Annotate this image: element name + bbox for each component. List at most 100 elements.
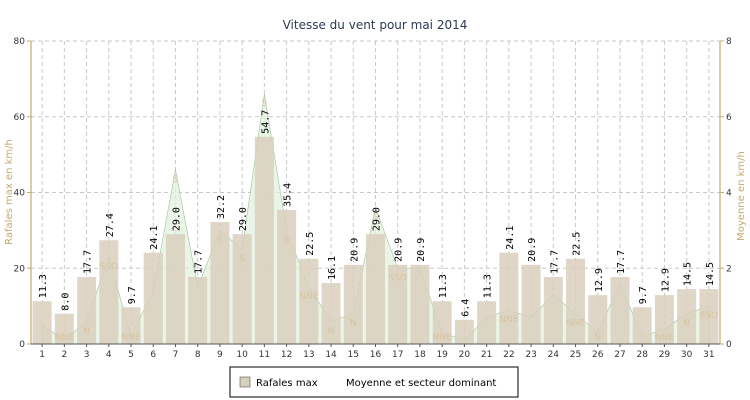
x-tick-label: 29 — [659, 350, 671, 360]
gust-bar — [188, 276, 208, 344]
y2-tick-label: 4 — [726, 189, 732, 199]
sector-label: NNE — [55, 333, 74, 343]
x-tick-label: 23 — [525, 350, 536, 360]
y2-tick-label: 2 — [726, 264, 732, 274]
x-tick-label: 17 — [392, 350, 403, 360]
bar-value-label: 14.5 — [683, 262, 694, 286]
sector-label: S — [373, 213, 379, 223]
sector-label: N — [594, 333, 601, 343]
gust-bar — [588, 295, 608, 344]
sector-label: S — [173, 175, 179, 185]
y-tick-label: 40 — [14, 189, 26, 199]
sector-label: N — [683, 319, 690, 329]
legend-box — [229, 366, 519, 398]
bar-value-label: 17.7 — [616, 250, 627, 274]
x-tick-label: 4 — [106, 350, 112, 360]
dominant-sectors: NNE N SSO NNE S S S S S NNE N N S SSO NNE NNE NNE N NNE N SS… — [55, 99, 718, 343]
average-wind-area — [41, 93, 710, 345]
gust-bar — [499, 252, 519, 344]
sector-label: N — [83, 326, 90, 336]
gust-bar — [321, 283, 341, 344]
legend-swatch-gusts — [239, 376, 251, 388]
gust-bar — [543, 276, 563, 344]
y-tick-label: 20 — [14, 264, 26, 274]
x-tick-label: 25 — [570, 350, 581, 360]
gust-bar — [477, 301, 497, 344]
x-tick-label: 19 — [436, 350, 448, 360]
sector-label: SSO — [388, 273, 407, 283]
gust-bar — [77, 276, 97, 344]
sector-label: NNE — [121, 333, 140, 343]
sector-label: S — [217, 235, 223, 245]
bar-value-label: 9.7 — [127, 286, 138, 304]
x-tick-label: 18 — [414, 350, 426, 360]
bar-value-label: 54.7 — [260, 110, 271, 134]
bar-value-label: 12.9 — [594, 268, 605, 292]
x-tick-label: 31 — [703, 350, 714, 360]
gust-bar — [610, 276, 630, 344]
x-tick-label: 5 — [128, 350, 134, 360]
bar-value-label: 14.5 — [705, 262, 716, 286]
gust-bar — [210, 222, 230, 344]
bar-value-label: 17.7 — [194, 250, 205, 274]
bar-value-label: 20.9 — [527, 238, 538, 262]
bar-value-label: 29.0 — [171, 207, 182, 231]
bar-value-label: 11.3 — [483, 274, 494, 298]
bar-value-label: 20.9 — [416, 238, 427, 262]
average-area — [41, 93, 710, 345]
bar-value-label: 27.4 — [105, 213, 116, 237]
gust-bar — [454, 319, 474, 344]
y2-tick-label: 6 — [726, 113, 732, 123]
gust-bar — [277, 209, 297, 344]
x-tick-label: 9 — [217, 350, 223, 360]
gust-bar — [121, 307, 141, 344]
x-axis-ticks: 1 2 3 4 5 6 7 8 9 10 11 12 13 14 15 16 17 18 19 20 21 22 23 24 2… — [39, 344, 715, 360]
bar-value-label: 17.7 — [549, 250, 560, 274]
x-tick-label: 3 — [84, 350, 90, 360]
legend-label-average: Moyenne et secteur dominant — [346, 378, 496, 389]
bar-value-label: 29.0 — [372, 207, 383, 231]
x-tick-label: 24 — [548, 350, 560, 360]
sector-label: SSO — [100, 262, 119, 272]
sector-label: S — [262, 99, 268, 109]
bar-value-label: 24.1 — [149, 226, 160, 250]
bar-value-label: 9.7 — [638, 286, 649, 304]
x-tick-label: 21 — [481, 350, 492, 360]
y-tick-label: 60 — [14, 113, 26, 123]
gust-bar — [654, 295, 674, 344]
bar-value-label: 16.1 — [327, 256, 338, 280]
gust-bar — [165, 234, 185, 344]
x-tick-label: 12 — [281, 350, 292, 360]
x-tick-label: 15 — [348, 350, 359, 360]
gust-bar — [366, 234, 385, 344]
bar-value-label: 35.4 — [283, 183, 294, 207]
bar-value-label: 11.3 — [38, 274, 49, 298]
x-tick-label: 22 — [503, 350, 514, 360]
bar-value-label: 17.7 — [83, 250, 94, 274]
x-tick-label: 7 — [173, 350, 179, 360]
gust-bar — [432, 301, 452, 344]
gust-bar — [254, 136, 274, 344]
gust-bar — [143, 252, 163, 344]
gust-bar — [388, 264, 408, 344]
gust-bar — [299, 258, 319, 344]
gust-bar — [232, 234, 252, 344]
x-tick-label: 8 — [195, 350, 201, 360]
sector-label: NNE — [299, 292, 318, 302]
bar-value-label: 11.3 — [438, 274, 449, 298]
bar-value-label: 24.1 — [505, 226, 516, 250]
y2-tick-label: 0 — [726, 340, 732, 350]
x-tick-label: 16 — [370, 350, 382, 360]
x-tick-label: 26 — [592, 350, 604, 360]
y-tick-label: 80 — [14, 37, 26, 47]
x-tick-label: 10 — [236, 350, 248, 360]
bar-value-label: 8.0 — [60, 293, 71, 311]
sector-label: S — [239, 254, 245, 264]
bar-value-labels: 11.3 8.0 17.7 27.4 9.7 24.1 29.0 17.7 32.2 29.0 54… — [38, 110, 716, 317]
x-tick-label: 13 — [303, 350, 314, 360]
x-tick-label: 27 — [614, 350, 625, 360]
sector-label: NNE — [433, 333, 452, 343]
x-tick-label: 14 — [325, 350, 337, 360]
gust-bars — [32, 136, 719, 344]
